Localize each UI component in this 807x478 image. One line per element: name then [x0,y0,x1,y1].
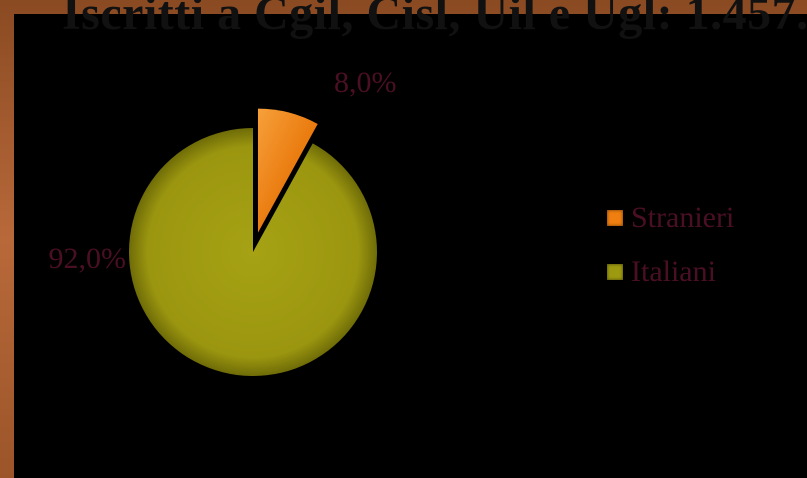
pie-slice-italiani [129,128,377,377]
legend-item-italiani: Italiani [607,254,734,290]
legend-label-stranieri: Stranieri [631,201,735,234]
data-label-italiani: 92,0% [49,242,127,275]
data-label-stranieri: 8,0% [334,66,397,99]
chart-legend: Stranieri Italiani [607,200,734,308]
legend-swatch-italiani [607,264,623,280]
legend-swatch-stranieri [607,210,623,226]
pie-slice-stranieri [257,108,318,233]
slide-title: Iscritti a Cgil, Cisl, Uil e Ugl: 1.457. [62,0,807,40]
legend-item-stranieri: Stranieri [607,200,734,236]
legend-label-italiani: Italiani [631,255,716,288]
